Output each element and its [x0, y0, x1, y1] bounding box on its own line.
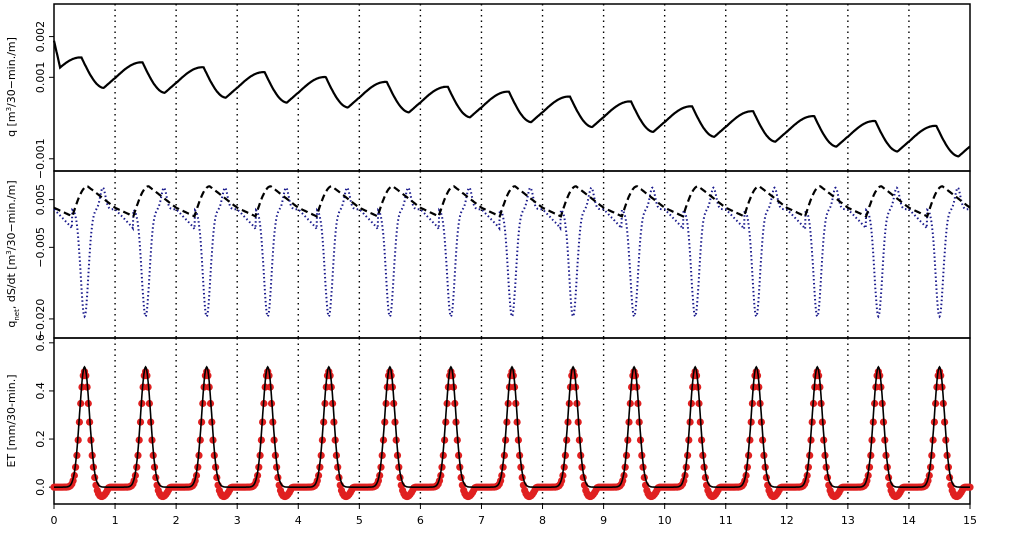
- xtick-label: 4: [295, 514, 302, 527]
- xtick-label: 13: [841, 514, 855, 527]
- ytick-label: 0.002: [34, 21, 47, 53]
- panel-q-ylabel: q [m3/30−min./m]: [5, 37, 18, 137]
- ytick-label: 0.001: [34, 62, 47, 94]
- series-qnet-line: [53, 185, 971, 218]
- panel-et-x-axis: 0 1 2 3 4 5 6 7 8 9 10 11 12 13 14 15: [51, 504, 977, 527]
- ytick-label: 0.005: [34, 184, 47, 216]
- panel-qnet-ylabel-part-c: /30−min./m]: [5, 180, 18, 250]
- panel-qnet-series: [53, 185, 971, 319]
- series-q-line: [52, 40, 971, 158]
- ytick-label: 0.0: [34, 478, 47, 496]
- panel-et-frame: [53, 337, 971, 505]
- panel-qnet-ylabel-part-b: , dS/dt [m: [5, 255, 18, 309]
- xtick-label: 7: [478, 514, 485, 527]
- xtick-label: 2: [173, 514, 180, 527]
- panel-q-y-axis: −0.001 0.001 0.002: [34, 21, 54, 179]
- ytick-label: 0.2: [34, 430, 47, 448]
- panel-qnet-grid: [114, 171, 910, 338]
- panel-q-ylabel-sup: 3: [5, 107, 13, 111]
- xtick-label: 9: [600, 514, 607, 527]
- panel-qnet-ylabel: qnet, dS/dt [m3/30−min./m]: [5, 180, 21, 327]
- panel-q: −0.001 0.001 0.002 q [m3/30−min./m]: [5, 3, 971, 179]
- ytick-label: 0.4: [34, 382, 47, 400]
- series-et-line: [54, 365, 970, 488]
- panel-qnet: −0.020 −0.005 0.005 qnet, dS/dt [m3/30−min…: [5, 170, 971, 339]
- panel-qnet-y-axis: −0.020 −0.005 0.005: [34, 184, 54, 339]
- panel-q-grid: [114, 4, 910, 171]
- xtick-label: 15: [963, 514, 977, 527]
- xtick-label: 3: [234, 514, 241, 527]
- xtick-label: 10: [658, 514, 672, 527]
- ytick-label: −0.005: [34, 227, 47, 268]
- panel-q-ylabel-part-a: q [m: [5, 111, 18, 137]
- panel-q-ylabel-part-b: /30−min./m]: [5, 37, 18, 107]
- xtick-label: 8: [539, 514, 546, 527]
- panel-qnet-ylabel-part-a: q: [5, 321, 18, 328]
- ytick-label: 0.6: [34, 334, 47, 352]
- panel-et: 0.00.20.40.6 0 1 2 3 4 5 6 7 8 9 10 11 12 13 14 15 ET […: [5, 334, 977, 527]
- ytick-label: −0.001: [34, 138, 47, 179]
- series-dsdt-line: [53, 186, 970, 319]
- xtick-label: 11: [719, 514, 733, 527]
- panel-qnet-ylabel-sub: net: [13, 309, 21, 321]
- panel-q-series: [52, 40, 971, 158]
- xtick-label: 6: [417, 514, 424, 527]
- xtick-label: 14: [902, 514, 916, 527]
- panel-et-ylabel: ET [mm/30-min.]: [5, 374, 18, 467]
- xtick-label: 12: [780, 514, 794, 527]
- panel-qnet-ylabel-sup: 3: [5, 250, 13, 254]
- xtick-label: 1: [112, 514, 119, 527]
- panel-et-series: [50, 365, 974, 501]
- xtick-label: 5: [356, 514, 363, 527]
- panel-et-y-axis: 0.0 0.2 0.4 0.6: [34, 334, 54, 496]
- xtick-label: 0: [51, 514, 58, 527]
- panel-et-grid: [114, 338, 910, 504]
- ytick-label: −0.020: [34, 299, 47, 340]
